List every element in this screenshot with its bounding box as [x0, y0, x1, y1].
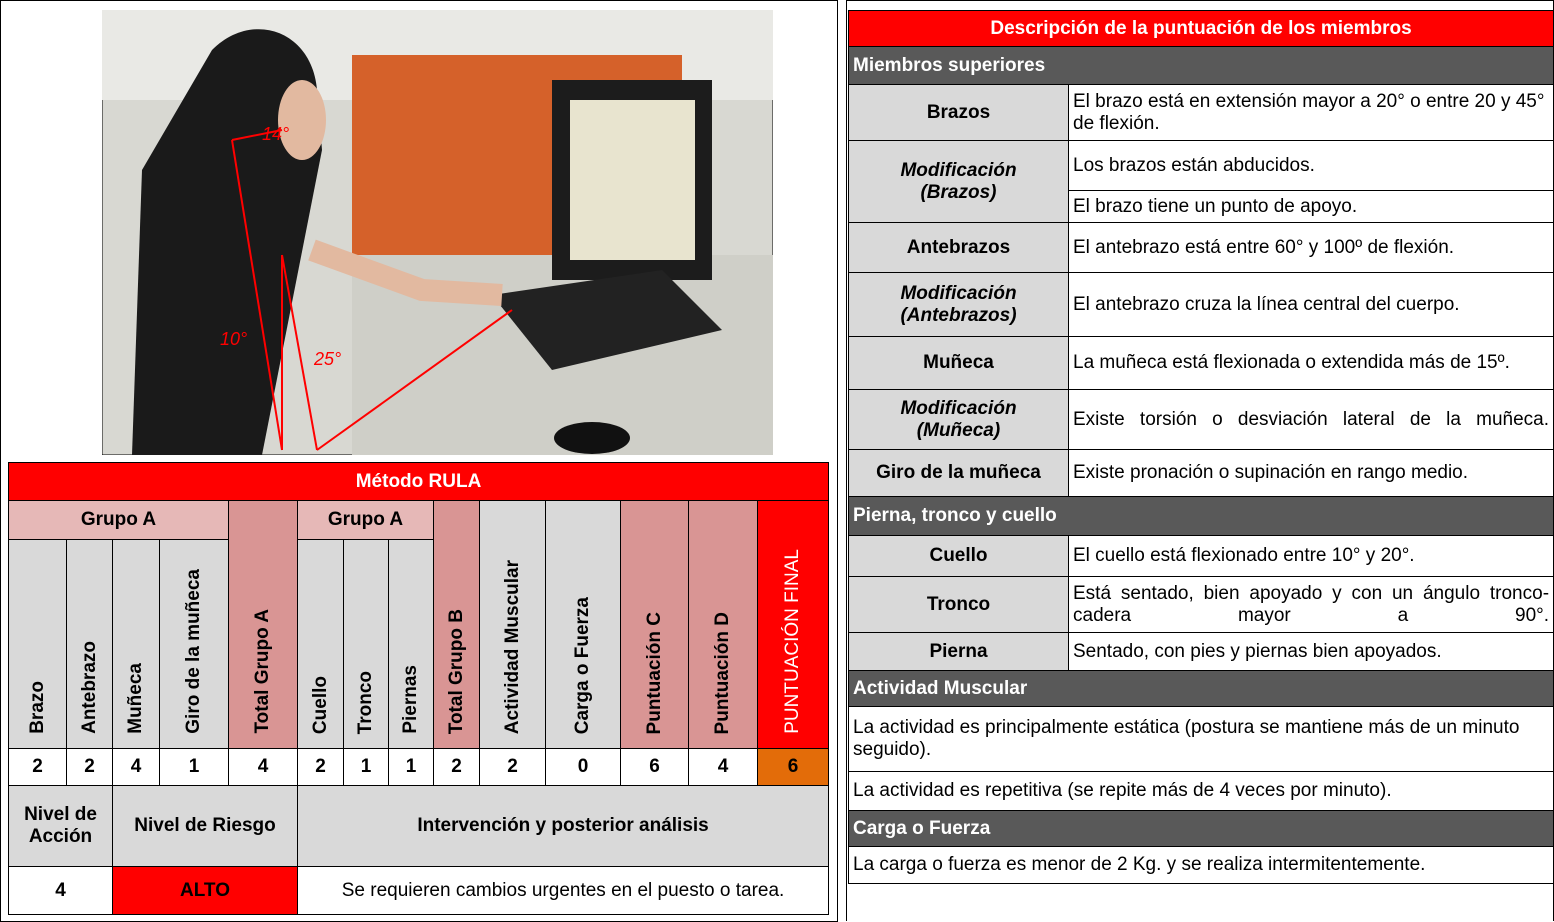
description-title: Descripción de la puntuación de los miem… — [847, 10, 1554, 47]
score: 0 — [545, 748, 621, 786]
score: 2 — [297, 748, 344, 786]
limb-label: Giro de la muñeca — [848, 449, 1069, 497]
limb-description: El cuello está flexionado entre 10° y 20… — [1067, 535, 1554, 577]
angle-label: 14° — [262, 124, 289, 144]
column-header: Carga o Fuerza — [545, 500, 621, 749]
column-header: Giro de la muñeca — [159, 539, 229, 749]
column-label: Cuello — [309, 675, 331, 734]
column-header: Actividad Muscular — [479, 500, 546, 749]
result-header: Intervención y posterior análisis — [296, 785, 830, 867]
score: 1 — [159, 748, 229, 786]
label-text: Modificación (Brazos) — [900, 159, 1017, 203]
column-label: Carga o Fuerza — [572, 596, 593, 734]
limb-description: Sentado, con pies y piernas bien apoyado… — [1067, 632, 1554, 671]
risk-level: ALTO — [112, 866, 298, 915]
column-header: Brazo — [8, 539, 67, 749]
column-header: Puntuación D — [688, 500, 758, 749]
column-label: PUNTUACIÓN FINAL — [782, 549, 804, 734]
section-title: Carga o Fuerza — [847, 810, 1554, 847]
column-label: Giro de la muñeca — [183, 569, 204, 734]
limb-label: Muñeca — [848, 336, 1069, 390]
angle-label: 25° — [313, 349, 341, 369]
limb-label: Modificación (Brazos) — [848, 140, 1069, 223]
intervention: Se requieren cambios urgentes en el pues… — [296, 866, 830, 915]
limb-label: Brazos — [848, 84, 1069, 141]
section-title: Actividad Muscular — [847, 670, 1554, 707]
score: 4 — [688, 748, 758, 786]
column-header: PUNTUACIÓN FINAL — [756, 500, 830, 749]
column-header: Piernas — [388, 539, 434, 749]
limb-description: Los brazos están abducidos. — [1067, 140, 1554, 191]
limb-label: Cuello — [848, 535, 1069, 577]
score: 2 — [66, 748, 113, 786]
action-level: 4 — [8, 866, 113, 915]
column-label: Brazo — [26, 681, 48, 734]
section-title: Miembros superiores — [847, 46, 1554, 85]
angle-label: 10° — [220, 329, 247, 349]
limb-description: El antebrazo cruza la línea central del … — [1067, 272, 1554, 337]
result-header: Nivel de Acción — [8, 785, 113, 867]
column-header: Antebrazo — [66, 539, 113, 749]
column-label: Piernas — [400, 665, 421, 734]
column-label: Total Grupo A — [252, 609, 273, 734]
column-header: Puntuación C — [620, 500, 689, 749]
score: 2 — [433, 748, 480, 786]
photo-screen — [570, 100, 695, 260]
limb-description: El brazo tiene un punto de apoyo. — [1067, 190, 1554, 223]
label-text: Modificación (Antebrazos) — [900, 282, 1017, 326]
label-text: Modificación (Muñeca) — [900, 397, 1017, 441]
group-header: Grupo A — [297, 500, 434, 540]
photo-person — [132, 29, 322, 455]
photo-keyboard — [492, 270, 722, 370]
score: 2 — [8, 748, 67, 786]
score: 1 — [343, 748, 389, 786]
description-table: Descripción de la puntuación de los miem… — [847, 10, 1554, 884]
limb-label: Tronco — [848, 576, 1069, 633]
column-label: Total Grupo B — [445, 608, 467, 734]
limb-description: Existe pronación o supinación en rango m… — [1067, 449, 1554, 497]
score: 4 — [112, 748, 160, 786]
limb-description: El brazo está en extensión mayor a 20° o… — [1067, 84, 1554, 141]
rula-table: Método RULA Grupo A Total Grupo A Grupo … — [7, 462, 830, 915]
score: 2 — [479, 748, 546, 786]
column-header: Cuello — [297, 539, 344, 749]
column-header: Muñeca — [112, 539, 160, 749]
limb-description: Está sentado, bien apoyado y con un ángu… — [1067, 576, 1554, 633]
result-header: Nivel de Riesgo — [112, 785, 298, 867]
column-header: Total Grupo A — [228, 500, 298, 749]
column-label: Muñeca — [125, 663, 146, 734]
workstation-photo: 14° 10° 25° — [102, 10, 773, 455]
section-title: Pierna, tronco y cuello — [847, 496, 1554, 536]
column-label: Antebrazo — [78, 641, 100, 734]
activity-description: La actividad es repetitiva (se repite má… — [847, 771, 1554, 811]
column-label: Puntuación C — [643, 611, 665, 734]
column-label: Actividad Muscular — [501, 559, 523, 734]
score: 1 — [388, 748, 434, 786]
score: 6 — [756, 748, 830, 786]
score: 4 — [228, 748, 298, 786]
column-header: Total Grupo B — [433, 500, 480, 749]
column-label: Puntuación D — [712, 611, 733, 734]
photo-arm — [308, 239, 503, 306]
column-header: Tronco — [343, 539, 389, 749]
activity-description: La actividad es principalmente estática … — [847, 706, 1554, 772]
rula-title: Método RULA — [7, 462, 830, 501]
photo-face — [278, 80, 326, 160]
angle-lines — [231, 129, 513, 451]
group-header: Grupo A — [8, 500, 229, 540]
score: 6 — [620, 748, 689, 786]
limb-label: Modificación (Muñeca) — [848, 389, 1069, 450]
limb-description: Existe torsión o desviación lateral de l… — [1067, 389, 1554, 450]
photo-mouse — [554, 422, 630, 454]
limb-label: Antebrazos — [848, 222, 1069, 273]
column-label: Tronco — [355, 670, 376, 734]
limb-description: La muñeca está flexionada o extendida má… — [1067, 336, 1554, 390]
limb-description: El antebrazo está entre 60° y 100º de fl… — [1067, 222, 1554, 273]
limb-label: Modificación (Antebrazos) — [848, 272, 1069, 337]
load-description: La carga o fuerza es menor de 2 Kg. y se… — [847, 846, 1554, 884]
limb-label: Pierna — [848, 632, 1069, 671]
